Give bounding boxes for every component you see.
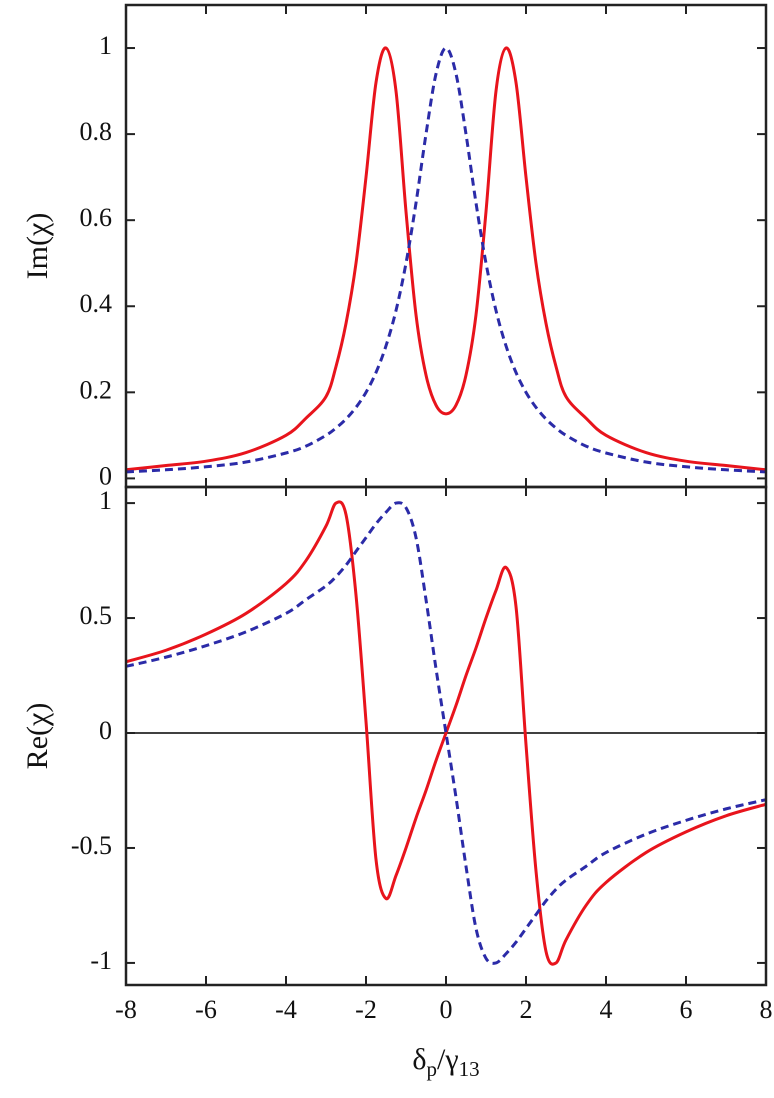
y-tick-label: 0	[99, 716, 112, 745]
x-tick-label: -4	[275, 995, 297, 1024]
x-axis-label-subscript: 13	[459, 1057, 480, 1081]
x-axis-label-part: /γ	[437, 1043, 459, 1076]
x-tick-label: 2	[520, 995, 533, 1024]
y-tick-label: -0.5	[71, 831, 112, 860]
y-tick-label: 0.2	[80, 375, 113, 404]
x-tick-label: 8	[760, 995, 773, 1024]
x-tick-label: -2	[355, 995, 377, 1024]
y-tick-label: 1	[99, 486, 112, 515]
y-tick-label: 0	[99, 461, 112, 490]
series-line	[125, 46, 767, 474]
y-tick-label: -1	[90, 946, 112, 975]
x-tick-label: 6	[680, 995, 693, 1024]
y-tick-label: 0.6	[80, 203, 113, 232]
series-line	[125, 46, 767, 472]
y-tick-label: 0.4	[80, 289, 113, 318]
series-line	[125, 500, 767, 966]
x-tick-label: 0	[440, 995, 453, 1024]
x-tick-label: -6	[195, 995, 217, 1024]
y-axis-label: Re(χ)	[21, 703, 54, 770]
y-axis-label: Im(χ)	[21, 213, 54, 280]
x-axis-label-subscript: p	[427, 1057, 438, 1081]
y-tick-label: 1	[99, 31, 112, 60]
x-tick-label: -8	[115, 995, 137, 1024]
x-axis-label: δp/γ13	[412, 1043, 479, 1081]
y-tick-label: 0.8	[80, 117, 113, 146]
x-tick-label: 4	[600, 995, 613, 1024]
x-axis-label-part: δ	[412, 1043, 426, 1076]
y-tick-label: 0.5	[80, 601, 113, 630]
